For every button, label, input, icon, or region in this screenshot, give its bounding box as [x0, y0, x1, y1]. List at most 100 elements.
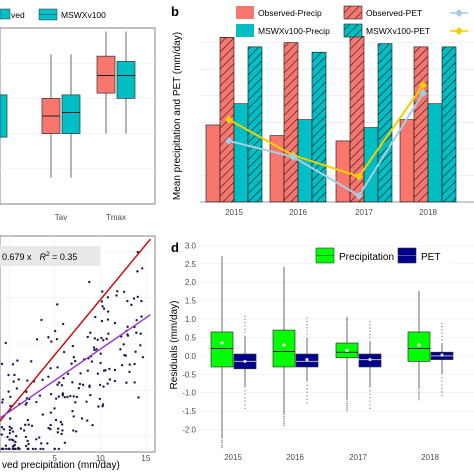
legend-label-mswx-pet: MSWXv100-PET	[366, 26, 430, 36]
outlier	[369, 327, 371, 329]
outlier	[369, 397, 371, 399]
scatter-point	[119, 348, 122, 351]
scatter-point	[62, 350, 66, 354]
legend-label-mswx-precip: MSWXv100-Precip	[258, 26, 330, 36]
scatter-point	[88, 280, 91, 284]
outlier	[283, 417, 285, 420]
scatter-point	[113, 379, 117, 383]
outlier	[244, 393, 246, 395]
scatter-point	[108, 367, 111, 371]
scatter-point	[80, 417, 84, 420]
panel-d-ytick: -1.5	[182, 407, 196, 416]
scatter-point	[26, 439, 29, 443]
scatter-point	[100, 319, 104, 323]
outlier	[346, 406, 348, 408]
scatter-point	[14, 435, 18, 438]
panel-c-xlabel: ved precipitation (mm/day)	[2, 460, 120, 471]
outlier	[306, 327, 308, 329]
mean-pet-2018	[440, 353, 444, 357]
scatter-point	[56, 427, 60, 430]
outlier	[244, 315, 246, 317]
outlier	[244, 404, 246, 406]
bar-mswxv100-precip-2015	[233, 103, 249, 203]
scatter-point	[49, 367, 52, 370]
panel-d-xtick-2017: 2017	[349, 453, 367, 462]
scatter-point	[66, 395, 69, 399]
scatter-point	[139, 332, 142, 335]
scatter-point	[116, 290, 119, 293]
mean-pet-2017	[368, 357, 372, 362]
scatter-point	[55, 337, 59, 341]
scatter-point	[7, 373, 10, 377]
scatter-point	[24, 403, 27, 406]
outlier	[306, 333, 308, 335]
bar-mswxv100-pet-2016	[311, 51, 327, 203]
scatter-point	[30, 424, 34, 428]
box-precipitation-2015	[210, 331, 234, 368]
scatter-point	[72, 356, 76, 359]
outlier	[441, 322, 443, 325]
outlier	[369, 390, 371, 392]
scatter-point	[113, 368, 117, 372]
scatter-point	[93, 348, 96, 352]
outlier	[441, 387, 443, 390]
scatter-point	[8, 417, 12, 420]
scatter-point	[91, 423, 94, 427]
scatter-point	[53, 447, 56, 451]
panel-d-label: d	[171, 240, 179, 255]
panel-c-xtick: 15	[141, 454, 150, 463]
scatter-point	[8, 432, 12, 435]
scatter-point	[35, 338, 39, 341]
scatter-point	[81, 383, 85, 387]
scatter-point	[99, 352, 102, 355]
scatter-point	[106, 296, 110, 299]
panel-c-xtick: 10	[96, 454, 105, 463]
scatter-point	[4, 341, 7, 345]
scatter-point	[96, 372, 100, 375]
scatter-point	[8, 425, 11, 429]
scatter-point	[132, 297, 136, 300]
scatter-point	[141, 356, 145, 359]
panel-d-ytick: 2.5	[185, 260, 197, 269]
outlier	[441, 384, 443, 386]
legend-label-observed-pet: Observed-PET	[366, 8, 422, 18]
outlier	[369, 337, 371, 339]
scatter-point	[72, 395, 75, 398]
mean-precipitation-2018	[417, 343, 421, 347]
panel-d-ylabel: Residuals (mm/day)	[169, 301, 180, 390]
scatter-point	[0, 447, 4, 451]
scatter-point	[57, 395, 61, 398]
scatter-point	[98, 397, 102, 401]
scatter-point	[19, 427, 23, 430]
scatter-point	[2, 428, 6, 431]
scatter-point	[0, 433, 4, 436]
scatter-point	[106, 310, 110, 313]
scatter-point	[46, 442, 49, 445]
scatter-point	[10, 438, 14, 441]
scatter-point	[139, 344, 142, 347]
bar-mswxv100-pet-2015	[247, 46, 263, 203]
scatter-point	[25, 390, 28, 394]
outlier	[346, 402, 348, 405]
scatter-point	[49, 423, 52, 427]
scatter-point	[47, 375, 50, 378]
scatter-point	[140, 299, 143, 303]
scatter-point	[16, 359, 19, 362]
panel-d-xtick-2016: 2016	[286, 453, 304, 462]
scatter-point	[93, 337, 97, 340]
outlier	[306, 391, 308, 393]
scatter-point	[60, 384, 64, 387]
scatter-point	[77, 386, 81, 390]
panel-b-xtick-2018: 2018	[419, 208, 437, 217]
mean-precipitation-2015	[220, 341, 224, 345]
outlier	[418, 290, 420, 293]
scatter-point	[125, 381, 128, 384]
outlier	[283, 422, 285, 425]
panel-d-ytick: 0.5	[185, 333, 197, 342]
scatter-point	[5, 447, 8, 451]
panel-d-ytick: -0.5	[182, 370, 196, 379]
scatter-point	[7, 390, 10, 393]
bar-mswxv100-pet-2017	[377, 43, 393, 203]
outlier	[369, 393, 371, 395]
scatter-point	[86, 419, 89, 422]
